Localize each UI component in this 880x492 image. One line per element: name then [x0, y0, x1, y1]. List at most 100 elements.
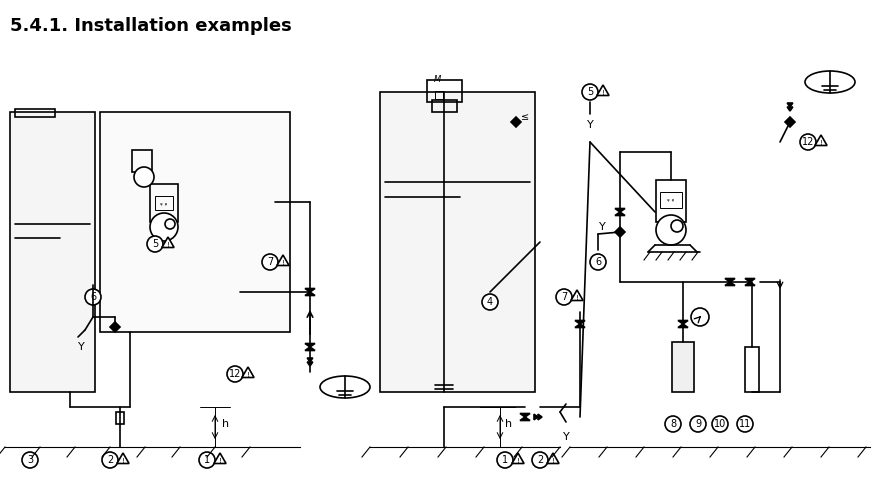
Bar	[150, 184, 178, 222]
Polygon shape	[117, 453, 129, 463]
Bar	[660, 192, 682, 208]
Text: 7: 7	[267, 257, 273, 267]
Polygon shape	[520, 413, 530, 417]
Polygon shape	[575, 324, 585, 328]
Polygon shape	[305, 343, 315, 347]
Polygon shape	[305, 347, 315, 350]
Polygon shape	[277, 255, 289, 266]
Polygon shape	[745, 282, 755, 285]
Polygon shape	[788, 107, 793, 111]
Circle shape	[134, 167, 154, 187]
Text: 10: 10	[714, 419, 726, 429]
Polygon shape	[815, 135, 827, 146]
Circle shape	[556, 289, 572, 305]
Bar	[745, 347, 759, 392]
Polygon shape	[110, 322, 120, 332]
Circle shape	[712, 416, 728, 432]
Polygon shape	[615, 227, 625, 237]
Text: 3: 3	[27, 455, 33, 465]
Circle shape	[85, 289, 101, 305]
Text: 5.4.1. Installation examples: 5.4.1. Installation examples	[10, 17, 292, 35]
Polygon shape	[678, 324, 688, 328]
Polygon shape	[214, 453, 226, 463]
Text: !: !	[218, 458, 222, 464]
Text: h: h	[222, 419, 229, 429]
Bar	[380, 92, 535, 392]
Text: !: !	[121, 458, 124, 464]
Polygon shape	[785, 117, 795, 127]
Bar	[435, 91, 443, 99]
Polygon shape	[725, 282, 735, 285]
Polygon shape	[538, 414, 542, 420]
Ellipse shape	[805, 71, 855, 93]
Circle shape	[582, 84, 598, 100]
Bar	[116, 412, 124, 424]
Text: 1: 1	[502, 455, 508, 465]
Circle shape	[165, 219, 175, 229]
Polygon shape	[615, 209, 625, 212]
Text: !: !	[576, 295, 578, 301]
Text: ᵩ ᵩ: ᵩ ᵩ	[160, 201, 167, 206]
Text: 12: 12	[802, 137, 814, 147]
Circle shape	[800, 134, 816, 150]
Polygon shape	[575, 320, 585, 324]
Text: ≤: ≤	[521, 112, 529, 122]
Text: 5: 5	[152, 239, 158, 249]
Bar	[15, 109, 55, 117]
Bar	[10, 112, 95, 392]
Bar	[132, 150, 152, 172]
Circle shape	[590, 254, 606, 270]
Text: !: !	[166, 242, 170, 248]
Circle shape	[690, 416, 706, 432]
Text: h: h	[505, 419, 512, 429]
Text: 6: 6	[595, 257, 601, 267]
Polygon shape	[745, 278, 755, 282]
Circle shape	[102, 452, 118, 468]
Polygon shape	[534, 414, 538, 420]
Bar	[155, 196, 173, 210]
Polygon shape	[788, 103, 793, 107]
Polygon shape	[597, 85, 609, 95]
Text: M: M	[433, 75, 441, 85]
Text: Y: Y	[77, 342, 84, 352]
Circle shape	[199, 452, 215, 468]
Text: 7: 7	[561, 292, 567, 302]
Text: 6: 6	[90, 292, 96, 302]
Polygon shape	[162, 237, 174, 247]
Circle shape	[532, 452, 548, 468]
Polygon shape	[571, 290, 583, 301]
Polygon shape	[305, 288, 315, 292]
Circle shape	[671, 220, 683, 232]
Text: Y: Y	[587, 120, 593, 130]
Text: 4: 4	[487, 297, 493, 307]
Polygon shape	[242, 367, 254, 377]
Text: 9: 9	[695, 419, 701, 429]
Polygon shape	[512, 453, 524, 463]
Circle shape	[262, 254, 278, 270]
Circle shape	[150, 213, 178, 241]
Ellipse shape	[320, 376, 370, 398]
Bar	[432, 100, 457, 112]
Circle shape	[665, 416, 681, 432]
Text: 5: 5	[587, 87, 593, 97]
Text: !: !	[552, 458, 554, 464]
Polygon shape	[615, 212, 625, 215]
Bar	[427, 80, 462, 102]
Text: ᵩ ᵩ: ᵩ ᵩ	[667, 197, 675, 203]
Text: !: !	[819, 140, 823, 146]
Circle shape	[656, 215, 686, 245]
Text: !: !	[517, 458, 519, 464]
Circle shape	[482, 294, 498, 310]
Circle shape	[737, 416, 753, 432]
Text: !: !	[602, 90, 605, 96]
Text: 12: 12	[229, 369, 241, 379]
Text: Y: Y	[598, 222, 605, 232]
Polygon shape	[725, 278, 735, 282]
Text: 2: 2	[537, 455, 543, 465]
Text: 2: 2	[106, 455, 114, 465]
Circle shape	[22, 452, 38, 468]
Polygon shape	[305, 292, 315, 296]
Text: !: !	[246, 372, 249, 378]
Bar	[656, 180, 686, 222]
Text: 1: 1	[204, 455, 210, 465]
